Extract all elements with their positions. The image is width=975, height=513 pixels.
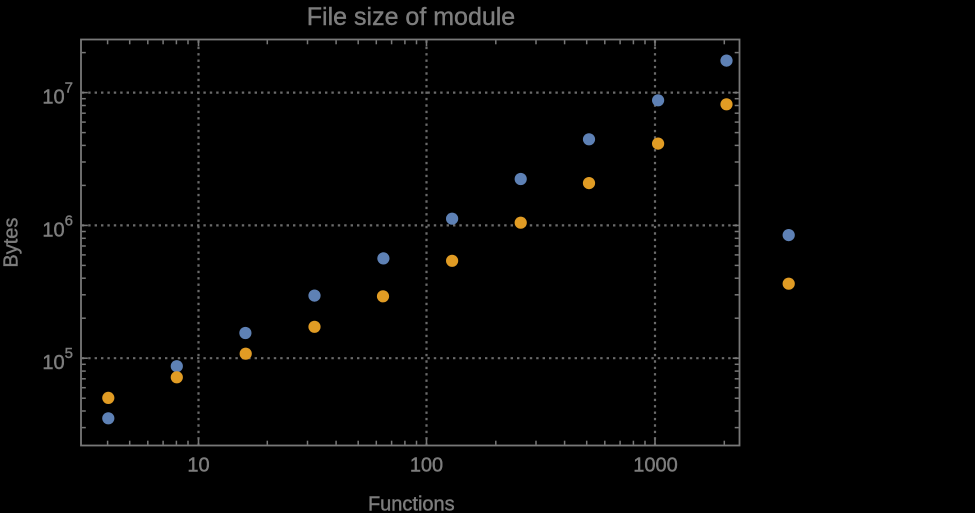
svg-text:107: 107 (42, 80, 73, 109)
svg-text:106: 106 (42, 212, 73, 241)
svg-text:1000: 1000 (633, 454, 678, 476)
svg-text:File size of module: File size of module (307, 3, 515, 31)
svg-text:100: 100 (410, 454, 443, 476)
svg-text:10: 10 (187, 454, 209, 476)
svg-text:Bytes: Bytes (1, 218, 23, 268)
svg-text:Functions: Functions (368, 493, 455, 513)
svg-text:105: 105 (42, 345, 73, 374)
